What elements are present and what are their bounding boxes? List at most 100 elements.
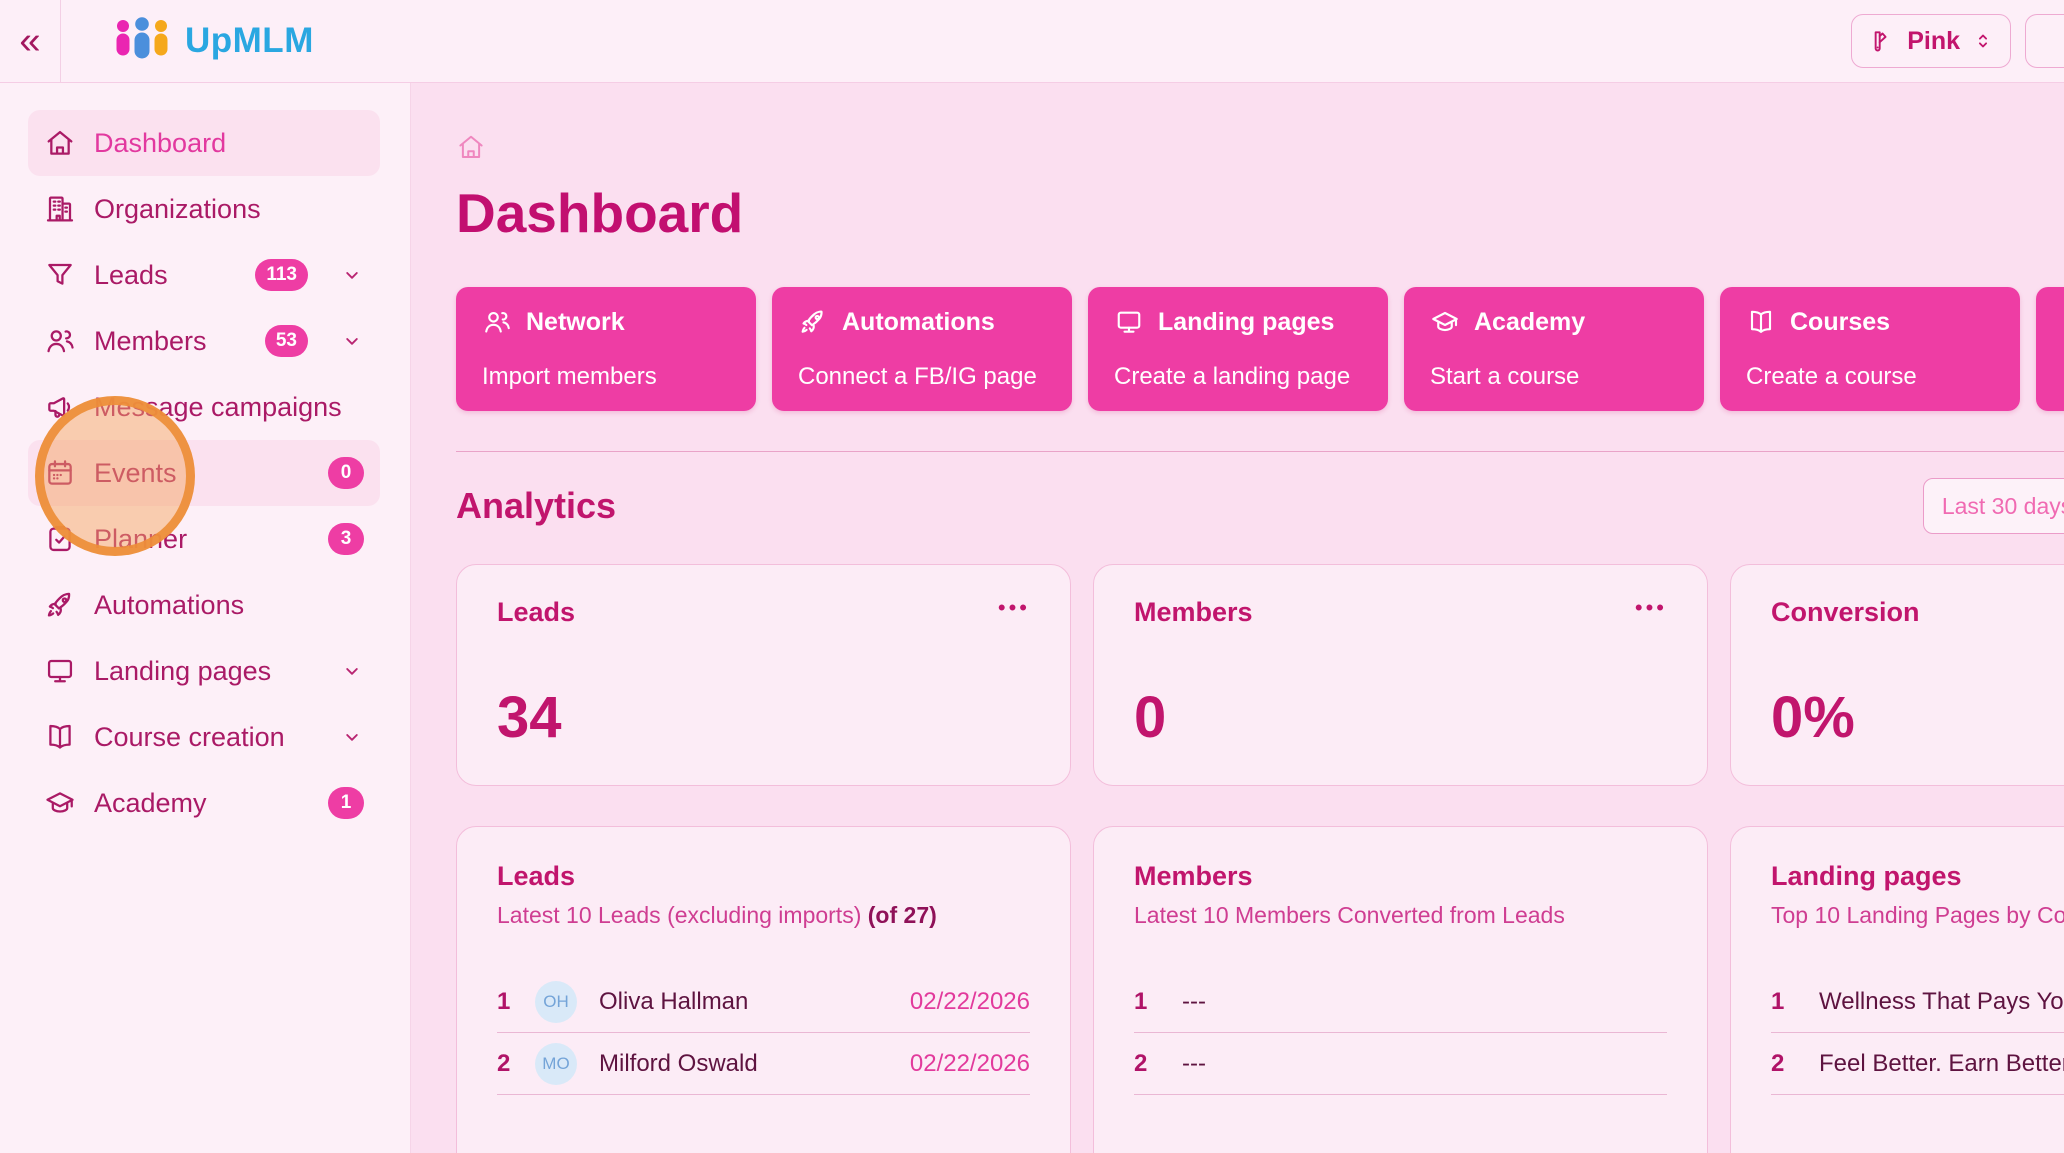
book-icon bbox=[44, 721, 76, 753]
count-badge: 0 bbox=[328, 456, 364, 490]
sidebar-item-label: Automations bbox=[94, 589, 245, 620]
row-date: 02/22/2026 bbox=[909, 1049, 1030, 1077]
sidebar-item-leads[interactable]: Leads 113 bbox=[28, 242, 380, 308]
sidebar-item-academy[interactable]: Academy 1 bbox=[28, 770, 380, 836]
building-icon bbox=[44, 193, 76, 225]
sidebar-item-label: Members bbox=[94, 325, 207, 356]
quick-action-card[interactable] bbox=[2036, 287, 2064, 411]
megaphone-icon bbox=[44, 391, 76, 423]
sidebar-item-automations[interactable]: Automations bbox=[28, 572, 380, 638]
people-icon bbox=[482, 307, 512, 337]
list-item[interactable]: 2 --- bbox=[1134, 1033, 1667, 1095]
list-item[interactable]: 1 --- bbox=[1134, 971, 1667, 1033]
quick-action-card[interactable]: Automations Connect a FB/IG page bbox=[772, 287, 1072, 411]
quick-action-card[interactable]: Landing pages Create a landing page bbox=[1088, 287, 1388, 411]
gradcap-icon bbox=[1430, 307, 1460, 337]
sidebar-item-landing-pages[interactable]: Landing pages bbox=[28, 638, 380, 704]
monitor-icon bbox=[44, 655, 76, 687]
list-card-title: Landing pages bbox=[1771, 861, 1962, 891]
people-icon bbox=[44, 325, 76, 357]
stat-title: Leads bbox=[497, 597, 576, 627]
analytics-heading: Analytics bbox=[456, 485, 617, 526]
sidebar-item-organizations[interactable]: Organizations bbox=[28, 176, 380, 242]
list-item[interactable]: 1 OH Oliva Hallman 02/22/2026 bbox=[497, 971, 1030, 1033]
quick-action-subtitle: Create a course bbox=[1746, 363, 1917, 390]
stats-row: Leads ••• 34 Members ••• 0 Conversion bbox=[456, 564, 2064, 786]
book-icon bbox=[1746, 307, 1776, 337]
topbar-partial-button[interactable] bbox=[2025, 14, 2064, 68]
section-divider bbox=[456, 451, 2064, 452]
stat-title: Members bbox=[1134, 597, 1253, 627]
sidebar-collapse-button[interactable]: « bbox=[0, 0, 61, 82]
sidebar-item-course-creation[interactable]: Course creation bbox=[28, 704, 380, 770]
row-index: 2 bbox=[497, 1049, 511, 1077]
quick-action-card[interactable]: Courses Create a course bbox=[1720, 287, 2020, 411]
monitor-icon bbox=[1114, 307, 1144, 337]
row-index: 2 bbox=[1134, 1049, 1148, 1077]
card-menu-button[interactable]: ••• bbox=[997, 595, 1030, 620]
row-index: 1 bbox=[497, 987, 511, 1015]
card-menu-button[interactable]: ••• bbox=[1634, 595, 1667, 620]
quick-action-title: Landing pages bbox=[1158, 307, 1335, 336]
sidebar-item-events[interactable]: Events 0 bbox=[28, 440, 380, 506]
list-item[interactable]: 2 Feel Better. Earn Better. bbox=[1771, 1033, 2064, 1095]
sidebar-item-label: Dashboard bbox=[94, 127, 227, 158]
chevron-down-icon[interactable] bbox=[340, 263, 364, 287]
sidebar-item-label: Academy bbox=[94, 787, 207, 818]
list-item[interactable]: 2 MO Milford Oswald 02/22/2026 bbox=[497, 1033, 1030, 1095]
stat-card: Conversion 0% bbox=[1730, 564, 2064, 786]
chevron-down-icon[interactable] bbox=[340, 659, 364, 683]
list-card-subtitle: Latest 10 Leads (excluding imports) (of … bbox=[497, 902, 937, 928]
task-icon bbox=[44, 523, 76, 555]
list-card-subtitle: Latest 10 Members Converted from Leads bbox=[1134, 902, 1565, 928]
stat-title: Conversion bbox=[1771, 597, 1920, 627]
count-badge: 113 bbox=[255, 258, 308, 292]
sidebar-item-label: Events bbox=[94, 457, 177, 488]
count-badge: 1 bbox=[328, 786, 364, 820]
main-content: Dashboard Network Import members Automat… bbox=[412, 82, 2064, 1153]
list-card: Members Latest 10 Members Converted from… bbox=[1093, 826, 1708, 1153]
count-badge: 53 bbox=[264, 324, 308, 358]
row-name: Oliva Hallman bbox=[599, 987, 749, 1015]
calendar-icon bbox=[44, 457, 76, 489]
sidebar-item-label: Leads bbox=[94, 259, 168, 290]
swatch-icon bbox=[1868, 28, 1895, 55]
list-card-subtitle: Top 10 Landing Pages by Convers bbox=[1771, 902, 2064, 928]
quick-action-card[interactable]: Network Import members bbox=[456, 287, 756, 411]
gradcap-icon bbox=[44, 787, 76, 819]
stat-card: Members ••• 0 bbox=[1093, 564, 1708, 786]
sidebar-item-dashboard[interactable]: Dashboard bbox=[28, 110, 380, 176]
quick-action-subtitle: Create a landing page bbox=[1114, 363, 1351, 390]
sidebar-item-planner[interactable]: Planner 3 bbox=[28, 506, 380, 572]
chevron-down-icon[interactable] bbox=[340, 329, 364, 353]
home-breadcrumb-icon[interactable] bbox=[456, 132, 486, 162]
quick-action-title: Courses bbox=[1790, 307, 1891, 336]
sidebar-item-label: Course creation bbox=[94, 721, 285, 752]
brand-name: UpMLM bbox=[185, 21, 314, 60]
sidebar-item-members[interactable]: Members 53 bbox=[28, 308, 380, 374]
home-icon bbox=[44, 127, 76, 159]
date-range-filter[interactable]: Last 30 days 01/2 bbox=[1922, 478, 2064, 534]
row-date: 02/22/2026 bbox=[909, 987, 1030, 1015]
chevron-down-icon[interactable] bbox=[340, 725, 364, 749]
quick-action-subtitle: Import members bbox=[482, 363, 657, 390]
row-name: --- bbox=[1182, 987, 1206, 1015]
sidebar-item-message-campaigns[interactable]: Message campaigns bbox=[28, 374, 380, 440]
lists-row: Leads Latest 10 Leads (excluding imports… bbox=[456, 826, 2064, 1153]
quick-action-title: Network bbox=[526, 307, 625, 336]
row-name: Feel Better. Earn Better. bbox=[1819, 1049, 2064, 1077]
row-name: --- bbox=[1182, 1049, 1206, 1077]
quick-action-card[interactable]: Academy Start a course bbox=[1404, 287, 1704, 411]
page-title: Dashboard bbox=[456, 182, 744, 244]
quick-action-subtitle: Connect a FB/IG page bbox=[798, 363, 1037, 390]
quick-action-title: Academy bbox=[1474, 307, 1586, 336]
row-index: 1 bbox=[1134, 987, 1148, 1015]
list-item[interactable]: 1 Wellness That Pays You Back bbox=[1771, 971, 2064, 1033]
row-name: Milford Oswald bbox=[599, 1049, 758, 1077]
quick-actions-row: Network Import members Automations Conne… bbox=[456, 287, 2064, 411]
quick-action-title: Automations bbox=[842, 307, 995, 336]
date-range-label: Last 30 days bbox=[1941, 492, 2064, 519]
brand-logo: UpMLM bbox=[113, 17, 314, 65]
theme-selector[interactable]: Pink bbox=[1851, 14, 2011, 68]
upmlm-logo-icon bbox=[116, 17, 168, 59]
